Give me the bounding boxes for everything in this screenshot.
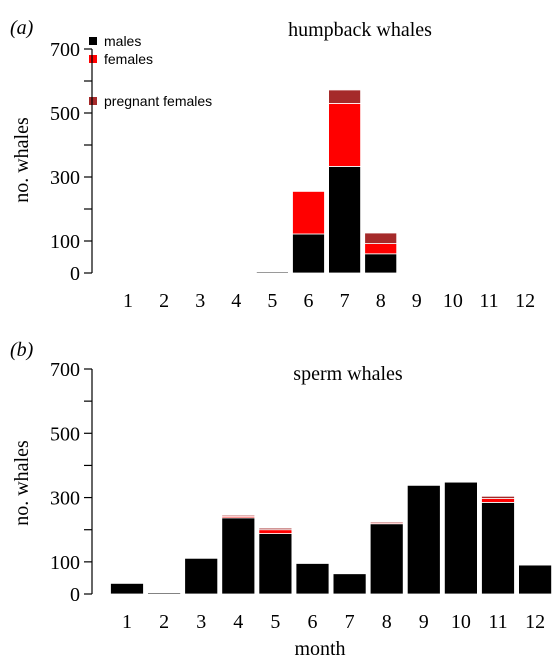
chart-title-sperm: sperm whales	[293, 363, 403, 385]
bar-segment-females	[481, 498, 515, 503]
bar-segment-males	[369, 523, 404, 595]
y-tick-label: 0	[70, 584, 80, 606]
bar-segment-pregnant-females	[481, 495, 515, 499]
bar-segment-females	[258, 529, 293, 534]
y-tick-label: 700	[50, 39, 80, 61]
panel-label-a: (a)	[10, 17, 34, 39]
bars-humpback	[255, 89, 398, 274]
legend-label-pregnant-females: pregnant females	[104, 93, 212, 109]
legend: males females pregnant females	[89, 33, 212, 109]
legend-swatch-females	[89, 55, 97, 63]
y-tick-label: 300	[50, 488, 80, 510]
x-tick-label: 8	[382, 611, 392, 633]
x-tick-label: 7	[340, 290, 350, 312]
x-tick-label: 4	[233, 611, 243, 633]
bar-segment-females	[292, 190, 325, 235]
bar-segment-males	[518, 564, 552, 595]
bar-segment-males	[295, 563, 330, 595]
y-tick-label: 500	[50, 103, 80, 125]
legend-label-males: males	[104, 33, 141, 49]
bar-segment-males	[328, 166, 362, 274]
chart-title-humpback: humpback whales	[288, 19, 432, 41]
legend-swatch-pregnant-females	[89, 97, 97, 105]
y-tick-label: 500	[50, 423, 80, 445]
x-tick-label: 11	[479, 290, 498, 312]
x-tick-label: 4	[231, 290, 241, 312]
x-tick-label: 6	[304, 290, 314, 312]
x-tick-label: 1	[123, 290, 133, 312]
y-axis-label-sperm: no. whales	[11, 440, 33, 526]
y-tick-label: 100	[50, 552, 80, 574]
panel-label-b: (b)	[10, 339, 34, 361]
bar-segment-females	[328, 103, 362, 167]
bar-segment-pregnant-females	[221, 514, 256, 517]
bar-segment-males	[443, 481, 478, 595]
x-tick-label: 5	[270, 611, 280, 633]
y-tick-label: 700	[50, 359, 80, 381]
y-tick-label: 100	[50, 231, 80, 253]
x-tick-label: 6	[308, 611, 318, 633]
bar-segment-pregnant-females	[364, 232, 398, 244]
bar-segment-pregnant-females	[258, 527, 293, 531]
x-tick-label: 5	[267, 290, 277, 312]
x-axis-label: month	[294, 638, 345, 660]
bar-segment-pregnant-females	[328, 89, 362, 104]
bar-segment-males	[292, 233, 325, 274]
bar-segment-females	[364, 243, 398, 255]
x-tick-label: 2	[159, 290, 169, 312]
humpback-panel: (a) humpback whales no. whales males fem…	[10, 17, 535, 312]
y-axis-sperm: 0 100 300 500 700	[50, 359, 93, 606]
bar-segment-males	[406, 484, 441, 595]
x-tick-label: 3	[195, 290, 205, 312]
bar-segment-males	[332, 573, 367, 595]
bar-segment-males	[258, 533, 293, 595]
bar-segment-males	[364, 253, 398, 274]
bar-segment-pregnant-females	[369, 521, 404, 524]
x-tick-label: 9	[412, 290, 422, 312]
sperm-panel: (b) sperm whales no. whales month 010030…	[10, 339, 552, 660]
x-tick-labels-sperm: 1 2 3 4 5 6 7 8 9 10 11 12	[122, 611, 545, 633]
bar-segment-males	[184, 557, 219, 595]
bar-segment-males	[481, 501, 515, 595]
legend-label-females: females	[104, 51, 153, 67]
x-tick-label: 10	[451, 611, 471, 633]
bar-segment-males	[110, 582, 144, 595]
bar-segment-males	[147, 592, 182, 595]
x-tick-label: 1	[122, 611, 132, 633]
legend-swatch-males	[89, 37, 97, 45]
x-tick-label: 9	[419, 611, 429, 633]
x-tick-label: 12	[525, 611, 545, 633]
x-tick-label: 10	[443, 290, 463, 312]
x-tick-label: 7	[345, 611, 355, 633]
y-axis-label-humpback: no. whales	[11, 117, 33, 203]
y-tick-label: 300	[50, 167, 80, 189]
y-tick-label: 0	[70, 263, 80, 285]
x-tick-label: 12	[515, 290, 535, 312]
x-tick-labels-humpback: 1 2 3 4 5 6 7 8 9 10 11 12	[123, 290, 535, 312]
x-tick-label: 3	[196, 611, 206, 633]
bar-segment-males	[221, 517, 256, 595]
x-tick-label: 11	[488, 611, 507, 633]
y-axis-humpback: 0 100 300 500 700	[50, 39, 93, 285]
x-tick-label: 8	[376, 290, 386, 312]
bar-segment-males	[255, 271, 289, 274]
x-tick-label: 2	[159, 611, 169, 633]
bars-sperm	[110, 481, 552, 595]
